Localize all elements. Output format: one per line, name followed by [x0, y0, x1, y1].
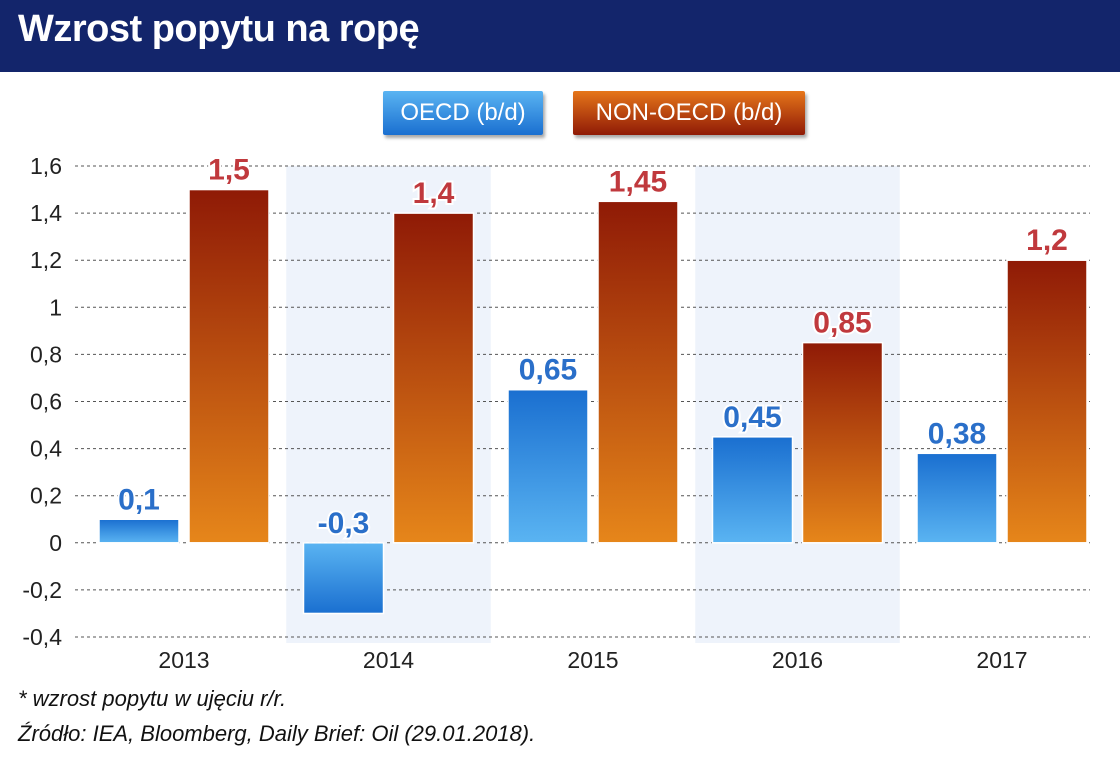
- non-oecd-value-label: 1,2: [1026, 224, 1068, 257]
- oecd-value-label: 0,38: [928, 417, 986, 450]
- non-oecd-bar: [1006, 259, 1088, 544]
- oecd-bar: [916, 452, 998, 544]
- x-tick-label: 2013: [158, 647, 209, 673]
- footnote: * wzrost popytu w ujęciu r/r.: [18, 686, 287, 711]
- non-oecd-bar: [597, 200, 679, 544]
- oecd-value-label: -0,3: [318, 507, 370, 540]
- y-tick-label: 0,6: [30, 389, 62, 415]
- non-oecd-bar: [392, 212, 475, 544]
- oecd-bar: [711, 436, 794, 544]
- non-oecd-value-label: 1,45: [609, 165, 667, 198]
- y-tick-label: -0,4: [22, 624, 62, 650]
- y-tick-label: 1,6: [30, 153, 62, 179]
- x-tick-label: 2016: [772, 647, 823, 673]
- non-oecd-bar: [801, 341, 884, 544]
- y-tick-label: 1,4: [30, 200, 62, 226]
- non-oecd-value-label: 1,4: [413, 177, 455, 210]
- oecd-value-label: 0,1: [118, 483, 160, 516]
- y-tick-label: -0,2: [22, 577, 62, 603]
- oecd-value-label: 0,65: [519, 354, 577, 387]
- chart-title: Wzrost popytu na ropę: [18, 8, 420, 50]
- bar-chart: 1,6 1,4 1,2 1 0,8 0,6 0,4 0,2 0 -0,2 -0,4 0,1 1,5 -0…: [22, 152, 1090, 673]
- legend-non-oecd: NON-OECD (b/d): [573, 91, 805, 135]
- x-tick-label: 2014: [363, 647, 414, 673]
- non-oecd-bar: [188, 188, 270, 544]
- source-note: Źródło: IEA, Bloomberg, Daily Brief: Oil…: [18, 721, 536, 746]
- y-tick-label: 0: [49, 530, 62, 556]
- y-tick-label: 0,2: [30, 483, 62, 509]
- y-tick-label: 1,2: [30, 247, 62, 273]
- y-tick-label: 0,4: [30, 436, 62, 462]
- title-banner: Wzrost popytu na ropę: [0, 0, 1120, 72]
- oecd-value-label: 0,45: [723, 401, 781, 434]
- x-tick-label: 2015: [567, 647, 618, 673]
- oecd-bar: [302, 542, 385, 615]
- y-tick-label: 0,8: [30, 341, 62, 367]
- legend-oecd: OECD (b/d): [383, 91, 543, 135]
- y-tick-label: 1: [49, 294, 62, 320]
- x-tick-label: 2017: [976, 647, 1027, 673]
- non-oecd-value-label: 0,85: [813, 307, 871, 340]
- non-oecd-value-label: 1,5: [208, 154, 250, 187]
- oecd-bar: [507, 388, 589, 544]
- oecd-bar: [98, 518, 180, 544]
